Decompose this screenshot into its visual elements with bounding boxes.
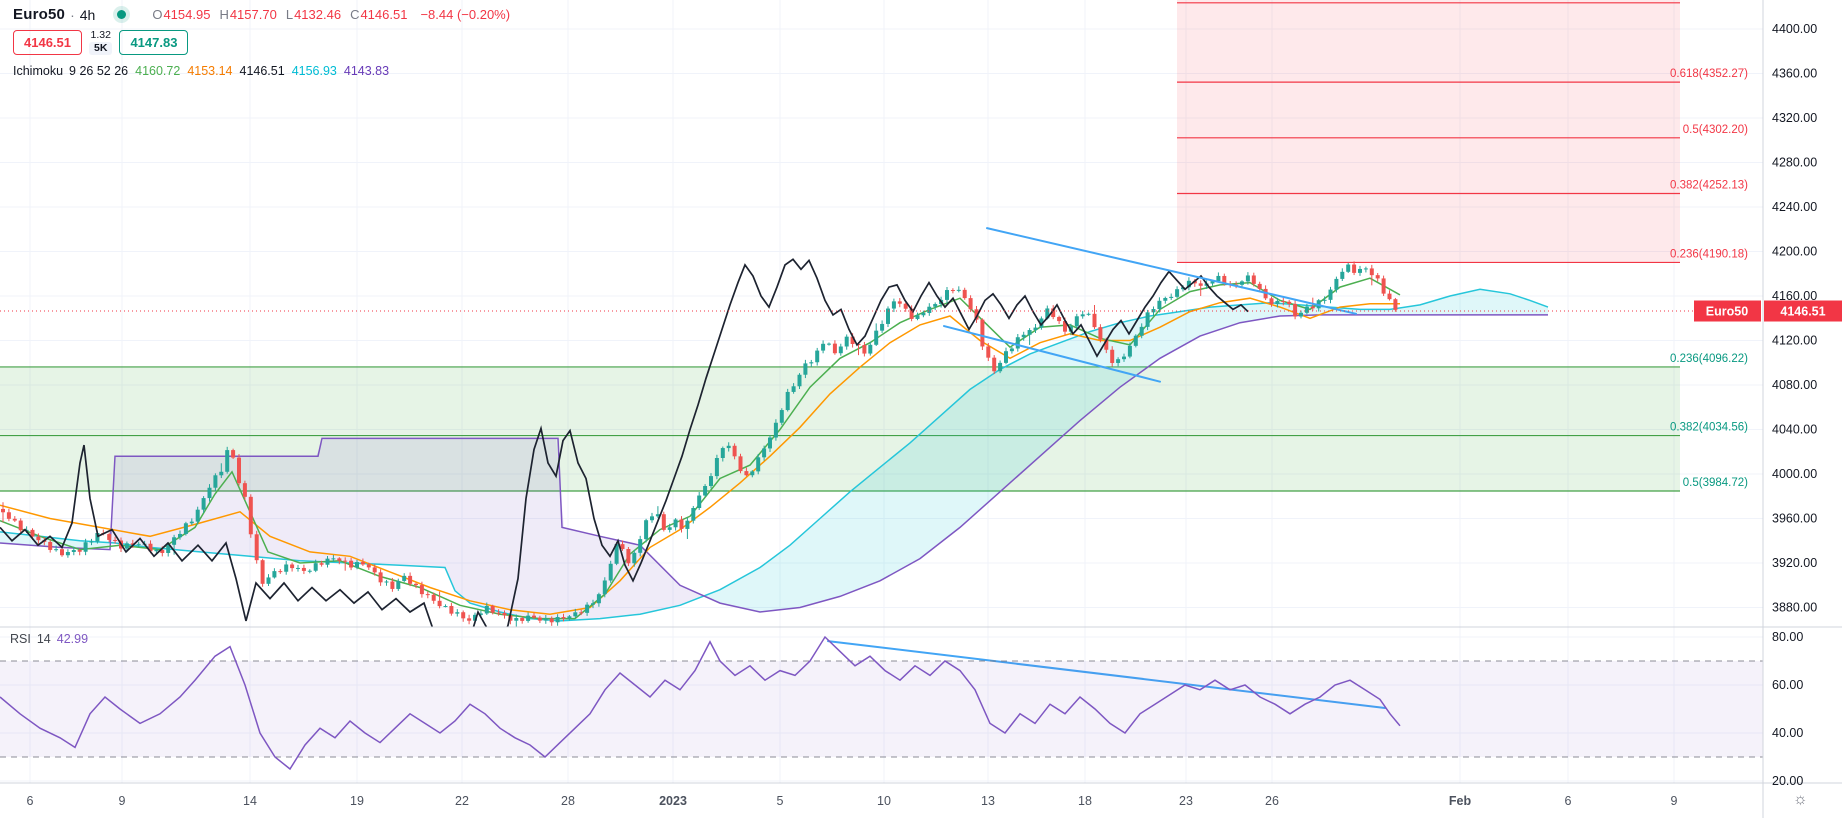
- svg-text:4146.51: 4146.51: [1780, 305, 1825, 319]
- rsi-trendline[interactable]: [827, 640, 1386, 710]
- change-value: −8.44 (−0.20%): [420, 7, 511, 22]
- svg-text:3920.00: 3920.00: [1772, 556, 1817, 570]
- rsi-name: RSI: [10, 632, 31, 646]
- ichimoku-status-row[interactable]: Ichimoku 9 26 52 26 4160.72 4153.14 4146…: [13, 64, 389, 78]
- ichimoku-params: 9 26 52 26: [69, 64, 129, 78]
- rsi-status-row[interactable]: RSI 14 42.99: [10, 632, 88, 646]
- svg-text:18: 18: [1078, 794, 1092, 808]
- svg-text:23: 23: [1179, 794, 1193, 808]
- fib-retracement-zones[interactable]: [0, 0, 1680, 492]
- chikou-value: 4146.51: [239, 64, 285, 78]
- svg-text:6: 6: [1565, 794, 1572, 808]
- ichimoku-lines: [0, 277, 1401, 620]
- svg-text:40.00: 40.00: [1772, 726, 1803, 740]
- senkou-a-value: 4156.93: [291, 64, 337, 78]
- svg-text:22: 22: [455, 794, 469, 808]
- svg-text:9: 9: [1671, 794, 1678, 808]
- spread-value: 1.32: [90, 29, 111, 41]
- spread-stack: 1.32 5K: [89, 29, 113, 56]
- gridlines: [0, 0, 1763, 783]
- market-status-icon[interactable]: [117, 10, 127, 19]
- svg-text:80.00: 80.00: [1772, 630, 1803, 644]
- high-label: H: [219, 7, 229, 22]
- close-value: 4146.51: [360, 7, 408, 22]
- svg-text:10: 10: [877, 794, 891, 808]
- svg-text:5: 5: [777, 794, 784, 808]
- svg-text:4200.00: 4200.00: [1772, 245, 1817, 259]
- axis-settings-gear-icon[interactable]: ☼: [1793, 791, 1808, 808]
- symbol-header: Euro50 · 4h O4154.95 H4157.70 L4132.46 C…: [13, 6, 510, 23]
- svg-text:19: 19: [350, 794, 364, 808]
- candles-layer: [1, 261, 1398, 627]
- svg-text:4000.00: 4000.00: [1772, 467, 1817, 481]
- svg-text:14: 14: [243, 794, 257, 808]
- svg-text:20.00: 20.00: [1772, 774, 1803, 788]
- bid-ask-panel: 4146.51 1.32 5K 4147.83: [13, 29, 189, 56]
- svg-text:4120.00: 4120.00: [1772, 334, 1817, 348]
- rsi-line: [0, 635, 1401, 771]
- symbol-separator: ·: [70, 6, 75, 23]
- svg-text:4040.00: 4040.00: [1772, 423, 1817, 437]
- senkou-b-value: 4143.83: [343, 64, 390, 78]
- svg-text:9: 9: [119, 794, 126, 808]
- lot-size[interactable]: 5K: [89, 42, 113, 56]
- kijun-value: 4153.14: [187, 64, 233, 78]
- svg-text:0.236(4096.22): 0.236(4096.22): [1670, 353, 1748, 365]
- svg-text:0.5(4302.20): 0.5(4302.20): [1683, 124, 1748, 136]
- svg-text:Euro50: Euro50: [1706, 305, 1748, 319]
- svg-text:0.382(4252.13): 0.382(4252.13): [1670, 180, 1748, 192]
- svg-text:13: 13: [981, 794, 995, 808]
- fib-labels: 0.618(4352.27) 0.5(4302.20) 0.382(4252.13)…: [1670, 68, 1748, 489]
- time-axis[interactable]: 6 9 14 19 22 28 2023 5 10 13 18 23 26 Feb 6 9: [27, 794, 1678, 808]
- rsi-params: 14: [36, 632, 51, 646]
- open-value: 4154.95: [163, 7, 211, 22]
- open-label: O: [152, 7, 163, 22]
- chikou-line: [0, 258, 1249, 627]
- rsi-pane[interactable]: [0, 635, 1763, 771]
- rsi-value: 42.99: [56, 632, 89, 646]
- sell-button[interactable]: 4146.51: [13, 29, 82, 55]
- price-trendline[interactable]: [986, 227, 1357, 315]
- svg-text:Feb: Feb: [1449, 794, 1472, 808]
- low-label: L: [285, 7, 294, 22]
- svg-text:28: 28: [561, 794, 575, 808]
- svg-text:4400.00: 4400.00: [1772, 22, 1817, 36]
- svg-text:4160.00: 4160.00: [1772, 289, 1817, 303]
- svg-text:4280.00: 4280.00: [1772, 156, 1817, 170]
- ohlc-values: O4154.95 H4157.70 L4132.46 C4146.51 −8.4…: [152, 7, 510, 22]
- tenkan-value: 4160.72: [135, 64, 181, 78]
- svg-text:4320.00: 4320.00: [1772, 111, 1817, 125]
- svg-text:3880.00: 3880.00: [1772, 601, 1817, 615]
- price-axis[interactable]: 4400.00 4360.00 4320.00 4280.00 4240.00 4200.…: [1772, 22, 1817, 788]
- symbol-name[interactable]: Euro50: [13, 6, 66, 23]
- current-price-badge: Euro50 4146.51: [1694, 300, 1842, 322]
- svg-text:0.382(4034.56): 0.382(4034.56): [1670, 422, 1748, 434]
- svg-text:4360.00: 4360.00: [1772, 67, 1817, 81]
- svg-text:26: 26: [1265, 794, 1279, 808]
- ichimoku-name: Ichimoku: [13, 64, 64, 78]
- svg-text:2023: 2023: [659, 794, 687, 808]
- svg-text:0.618(4352.27): 0.618(4352.27): [1670, 68, 1748, 80]
- low-value: 4132.46: [294, 7, 342, 22]
- buy-button[interactable]: 4147.83: [119, 29, 189, 55]
- svg-text:4080.00: 4080.00: [1772, 378, 1817, 392]
- close-label: C: [350, 7, 360, 22]
- timeframe-label[interactable]: 4h: [79, 6, 96, 23]
- svg-text:60.00: 60.00: [1772, 678, 1803, 692]
- svg-text:4240.00: 4240.00: [1772, 200, 1817, 214]
- svg-text:6: 6: [27, 794, 34, 808]
- svg-text:0.236(4190.18): 0.236(4190.18): [1670, 248, 1748, 260]
- svg-text:3960.00: 3960.00: [1772, 512, 1817, 526]
- svg-text:0.5(3984.72): 0.5(3984.72): [1683, 477, 1748, 489]
- price-trendline[interactable]: [943, 325, 1161, 383]
- high-value: 4157.70: [229, 7, 277, 22]
